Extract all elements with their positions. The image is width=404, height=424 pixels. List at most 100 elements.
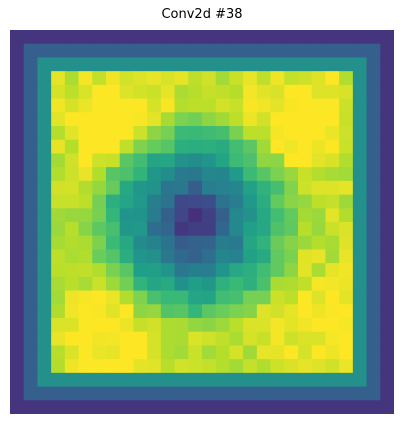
heatmap-cell [380, 400, 394, 414]
heatmap-cell [229, 112, 244, 127]
heatmap-cell [106, 126, 121, 141]
heatmap-cell [325, 290, 340, 305]
heatmap-cell [23, 222, 38, 237]
heatmap-cell [10, 71, 25, 86]
heatmap-cell [215, 304, 230, 319]
heatmap-cell [106, 180, 121, 195]
heatmap-cell [270, 180, 285, 195]
heatmap-cell [229, 400, 244, 414]
heatmap-cell [325, 372, 340, 387]
heatmap-cell [37, 84, 52, 99]
heatmap-cell [339, 98, 354, 113]
heatmap-cell [188, 71, 203, 86]
heatmap-cell [23, 153, 38, 168]
heatmap-cell [119, 345, 134, 360]
heatmap-cell [106, 30, 121, 45]
heatmap-cell [284, 276, 299, 291]
heatmap-cell [298, 153, 313, 168]
heatmap-cell [92, 345, 107, 360]
heatmap-cell [23, 43, 38, 58]
heatmap-cell [78, 71, 93, 86]
heatmap-cell [23, 290, 38, 305]
heatmap-cell [92, 318, 107, 333]
heatmap-cell [270, 167, 285, 182]
heatmap-cell [270, 194, 285, 209]
heatmap-cell [339, 194, 354, 209]
heatmap-cell [243, 98, 258, 113]
heatmap-cell [352, 71, 367, 86]
heatmap-cell [256, 112, 271, 127]
heatmap-cell [215, 222, 230, 237]
heatmap-cell [133, 222, 148, 237]
heatmap-cell [380, 372, 394, 387]
heatmap-cell [64, 386, 79, 401]
heatmap-cell [229, 331, 244, 346]
heatmap-cell [229, 318, 244, 333]
heatmap-cell [380, 153, 394, 168]
heatmap-cell [202, 386, 217, 401]
heatmap-cell [106, 276, 121, 291]
heatmap-cell [92, 208, 107, 223]
heatmap-cell [229, 372, 244, 387]
heatmap-cell [325, 112, 340, 127]
heatmap-cell [202, 372, 217, 387]
heatmap-cell [352, 57, 367, 72]
heatmap-cell [215, 235, 230, 250]
heatmap-cell [352, 263, 367, 278]
heatmap-cell [284, 180, 299, 195]
heatmap-cell [147, 139, 162, 154]
heatmap-cell [352, 139, 367, 154]
heatmap-cell [37, 180, 52, 195]
heatmap-cell [284, 372, 299, 387]
heatmap-cell [37, 167, 52, 182]
heatmap-cell [174, 84, 189, 99]
heatmap-cell [51, 139, 66, 154]
heatmap-cell [23, 98, 38, 113]
heatmap-cell [202, 331, 217, 346]
heatmap-cell [380, 57, 394, 72]
heatmap-cell [10, 400, 25, 414]
heatmap-cell [10, 194, 25, 209]
heatmap-cell [352, 153, 367, 168]
heatmap-cell [119, 139, 134, 154]
heatmap-cell [380, 331, 394, 346]
heatmap-cell [188, 304, 203, 319]
heatmap-cell [339, 43, 354, 58]
heatmap-cell [256, 331, 271, 346]
heatmap-cell [23, 30, 38, 45]
heatmap-cell [174, 180, 189, 195]
heatmap-cell [106, 318, 121, 333]
heatmap-cell [78, 372, 93, 387]
heatmap-cell [106, 331, 121, 346]
heatmap-cell [106, 43, 121, 58]
heatmap-cell [188, 112, 203, 127]
heatmap-cell [298, 400, 313, 414]
heatmap-cell [23, 167, 38, 182]
heatmap-cell [284, 167, 299, 182]
heatmap-cell [325, 249, 340, 264]
heatmap-cell [133, 180, 148, 195]
heatmap-cell [311, 43, 326, 58]
heatmap-cell [352, 167, 367, 182]
heatmap-cell [78, 386, 93, 401]
heatmap-cell [298, 372, 313, 387]
heatmap-cell [298, 235, 313, 250]
heatmap-cell [147, 372, 162, 387]
heatmap-cell [243, 194, 258, 209]
heatmap-cell [160, 30, 175, 45]
heatmap-cell [366, 222, 381, 237]
heatmap-cell [51, 372, 66, 387]
heatmap-cell [160, 276, 175, 291]
heatmap-cell [64, 139, 79, 154]
heatmap-cell [311, 98, 326, 113]
heatmap-cell [64, 263, 79, 278]
heatmap-cell [202, 84, 217, 99]
heatmap-cell [339, 263, 354, 278]
heatmap-cell [37, 222, 52, 237]
heatmap-cell [366, 139, 381, 154]
heatmap-cell [229, 57, 244, 72]
heatmap-cell [160, 57, 175, 72]
heatmap-cell [202, 263, 217, 278]
heatmap-cell [215, 331, 230, 346]
heatmap-cell [229, 84, 244, 99]
